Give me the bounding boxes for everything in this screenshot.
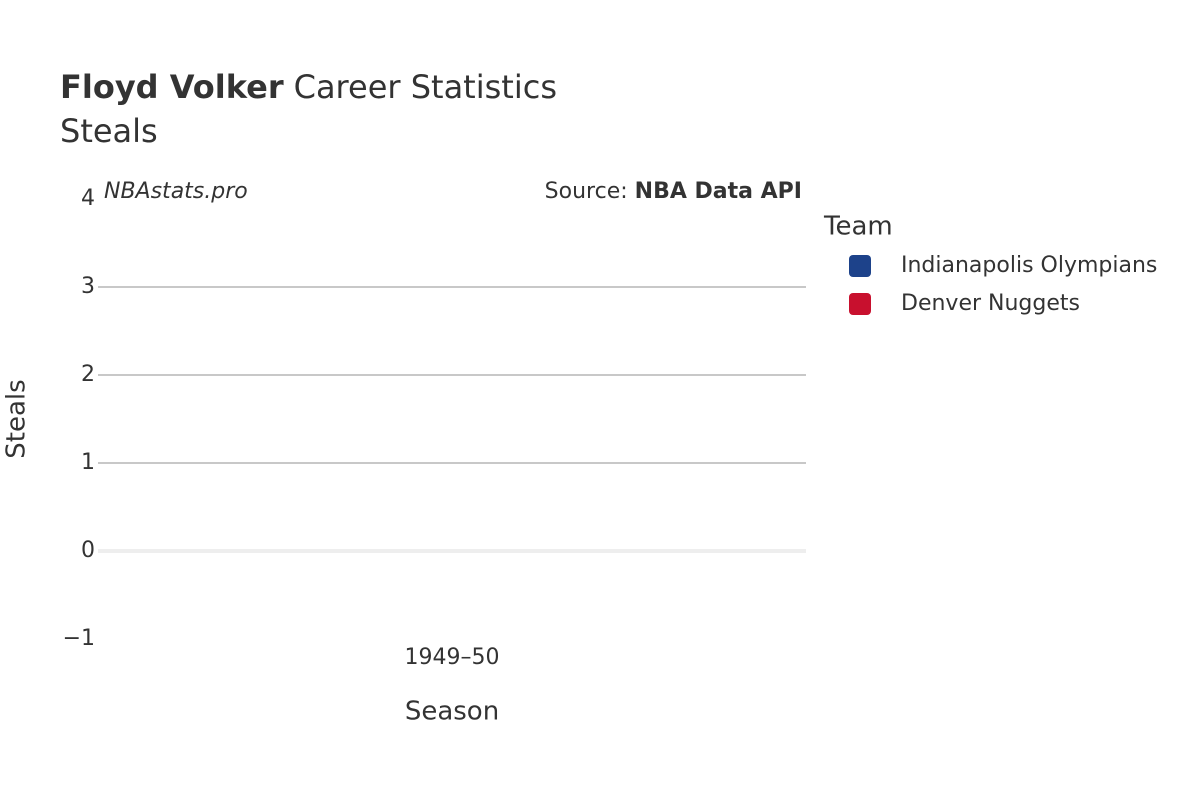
legend-swatch <box>849 255 871 277</box>
legend-label: Indianapolis Olympians <box>901 253 1157 278</box>
y-tick-label: 3 <box>81 274 95 299</box>
legend-label: Denver Nuggets <box>901 291 1080 316</box>
x-axis-title: Season <box>405 697 499 727</box>
source: Source: NBA Data API <box>545 179 802 204</box>
y-tick-label: −1 <box>63 626 95 651</box>
title-name: Floyd Volker <box>60 68 284 106</box>
legend-title: Team <box>823 212 893 242</box>
legend-swatch <box>849 293 871 315</box>
source-name: NBA Data API <box>635 179 802 204</box>
y-tick-label: 1 <box>81 450 95 475</box>
y-tick-label: 2 <box>81 362 95 387</box>
y-axis-title: Steals <box>2 379 32 458</box>
chart-title: Floyd Volker Career Statistics <box>60 68 557 106</box>
y-tick-label: 0 <box>81 538 95 563</box>
chart-subtitle: Steals <box>60 112 158 150</box>
x-tick-label: 1949–50 <box>405 645 500 670</box>
y-tick-label: 4 <box>81 186 95 211</box>
watermark: NBAstats.pro <box>104 179 248 204</box>
title-rest: Career Statistics <box>294 68 557 106</box>
source-label: Source: <box>545 179 628 204</box>
